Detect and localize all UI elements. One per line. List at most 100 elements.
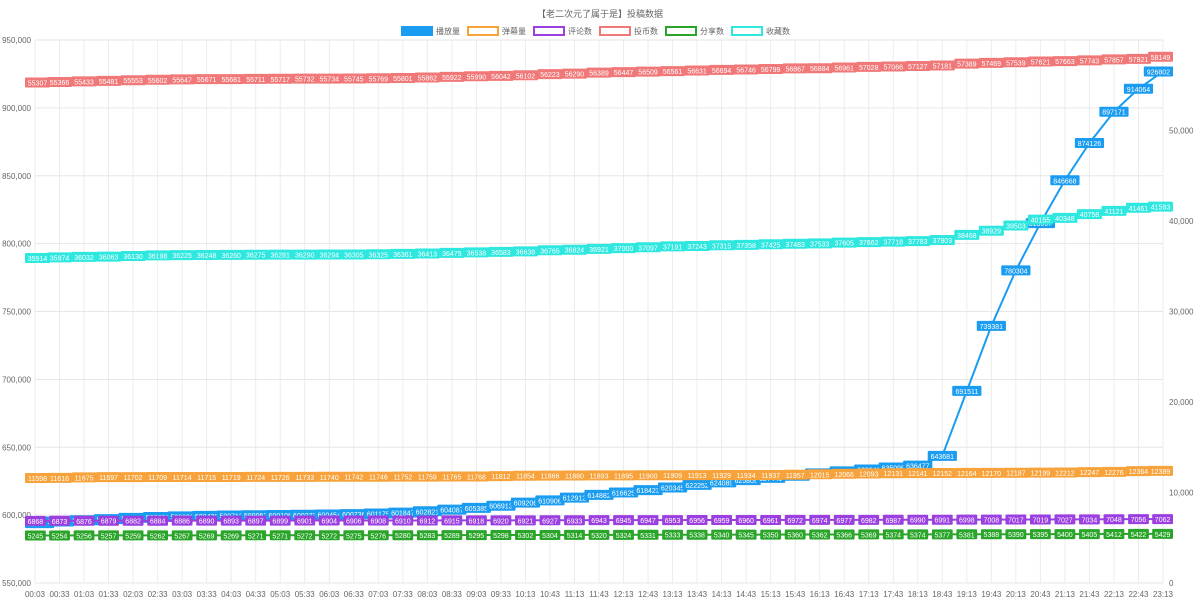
data-label: 5283	[420, 533, 436, 540]
data-label-bg	[365, 73, 391, 84]
data-label: 36921	[589, 247, 609, 254]
data-label: 5381	[959, 532, 975, 539]
data-label: 6927	[542, 518, 558, 525]
data-label: 37315	[712, 243, 732, 250]
data-label: 6998	[959, 518, 975, 525]
data-label: 6953	[665, 518, 681, 525]
data-label: 57028	[859, 65, 879, 72]
data-label: 11616	[50, 476, 69, 483]
x-tick-label: 12:13	[614, 590, 635, 599]
x-tick-label: 13:13	[663, 590, 684, 599]
data-label: 7048	[1106, 517, 1122, 524]
data-label-bg	[584, 489, 614, 500]
data-label-bg	[684, 470, 710, 481]
data-label: 57857	[1104, 57, 1124, 64]
data-label: 846668	[1053, 178, 1076, 185]
data-label: 5272	[297, 533, 313, 540]
data-label: 12187	[1006, 471, 1026, 478]
y-right-tick-label: 40,000	[1169, 217, 1194, 226]
x-tick-label: 14:43	[736, 590, 757, 599]
data-label: 6904	[321, 519, 337, 526]
data-label: 57621	[1031, 60, 1051, 67]
data-label-bg	[956, 529, 978, 540]
data-label: 6897	[248, 519, 264, 526]
data-label-bg	[390, 248, 416, 259]
data-label: 55862	[418, 75, 438, 82]
data-label-bg	[807, 63, 833, 74]
data-label-bg	[341, 471, 367, 482]
data-label: 5256	[76, 533, 92, 540]
data-label-bg	[269, 530, 291, 541]
data-label: 601847	[391, 511, 414, 518]
data-label-bg	[1054, 529, 1076, 540]
data-label-bg	[662, 515, 683, 526]
data-label-bg	[611, 67, 637, 78]
data-label: 11765	[442, 475, 461, 482]
data-label: 620345	[661, 486, 684, 493]
data-label-bg	[831, 468, 857, 479]
data-label-bg	[392, 515, 414, 526]
data-label: 6893	[223, 519, 239, 526]
data-label-bg	[833, 529, 855, 540]
data-label: 11746	[369, 475, 388, 482]
data-label: 5254	[52, 533, 68, 540]
data-label-bg	[316, 471, 342, 482]
data-label-bg	[613, 515, 634, 526]
x-tick-label: 08:33	[442, 590, 463, 599]
data-label: 6961	[763, 518, 779, 525]
data-label-bg	[465, 515, 487, 526]
data-label-bg	[611, 470, 637, 481]
data-label-bg	[439, 71, 465, 82]
y-left-tick-label: 700,000	[2, 375, 31, 384]
data-label: 11854	[516, 474, 535, 481]
data-label-bg	[390, 73, 416, 84]
data-label-bg	[120, 472, 146, 483]
data-label: 610906	[538, 498, 561, 505]
data-label: 5429	[1155, 532, 1171, 539]
data-label: 56631	[687, 68, 707, 75]
data-label-bg	[586, 470, 612, 481]
data-label-bg	[537, 245, 563, 256]
data-label-bg	[196, 515, 218, 526]
data-label-bg	[882, 529, 904, 540]
data-label: 6899	[272, 519, 288, 526]
data-label: 5388	[984, 532, 1000, 539]
data-label: 5340	[714, 533, 730, 540]
data-label: 6977	[836, 518, 852, 525]
data-label: 601175	[367, 512, 390, 519]
data-label: 5362	[812, 532, 828, 539]
data-label: 11934	[737, 473, 756, 480]
data-label-bg	[1076, 55, 1102, 66]
data-label: 35914	[28, 256, 48, 263]
data-label-bg	[269, 515, 291, 526]
data-label: 5295	[469, 533, 485, 540]
data-label-bg	[318, 515, 340, 526]
legend-label: 播放量	[436, 26, 460, 36]
axes: 550,000 600,000 650,000 700,000 750,000 800,0…	[2, 36, 1194, 599]
data-label: 56447	[614, 70, 634, 77]
data-label: 7008	[984, 518, 1000, 525]
data-label-bg	[47, 252, 73, 263]
data-label: 614882	[587, 493, 610, 500]
data-label-bg	[510, 497, 541, 508]
data-label: 602821	[416, 509, 439, 516]
data-label-bg	[25, 473, 50, 484]
data-label-bg	[218, 74, 244, 85]
data-label: 11957	[786, 473, 805, 480]
data-label: 12364	[1129, 469, 1149, 476]
data-label-bg	[564, 515, 585, 526]
x-tick-label: 23:13	[1153, 590, 1174, 599]
data-label: 55717	[270, 77, 290, 84]
data-label-bg	[512, 470, 538, 481]
data-label-bg	[488, 471, 514, 482]
data-label: 56694	[712, 68, 732, 75]
data-label-bg	[1029, 514, 1051, 525]
data-label-bg	[1148, 201, 1173, 212]
data-label: 5262	[150, 533, 166, 540]
data-label-bg	[809, 529, 831, 540]
data-label-bg	[49, 515, 70, 526]
data-label-bg	[218, 249, 244, 260]
x-tick-label: 14:13	[712, 590, 733, 599]
x-tick-label: 15:13	[761, 590, 782, 599]
data-label: 6960	[738, 518, 754, 525]
